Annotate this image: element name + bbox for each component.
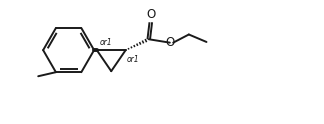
Text: or1: or1 xyxy=(100,38,112,47)
Text: O: O xyxy=(146,8,156,21)
Text: O: O xyxy=(166,36,175,49)
Text: or1: or1 xyxy=(127,55,140,64)
